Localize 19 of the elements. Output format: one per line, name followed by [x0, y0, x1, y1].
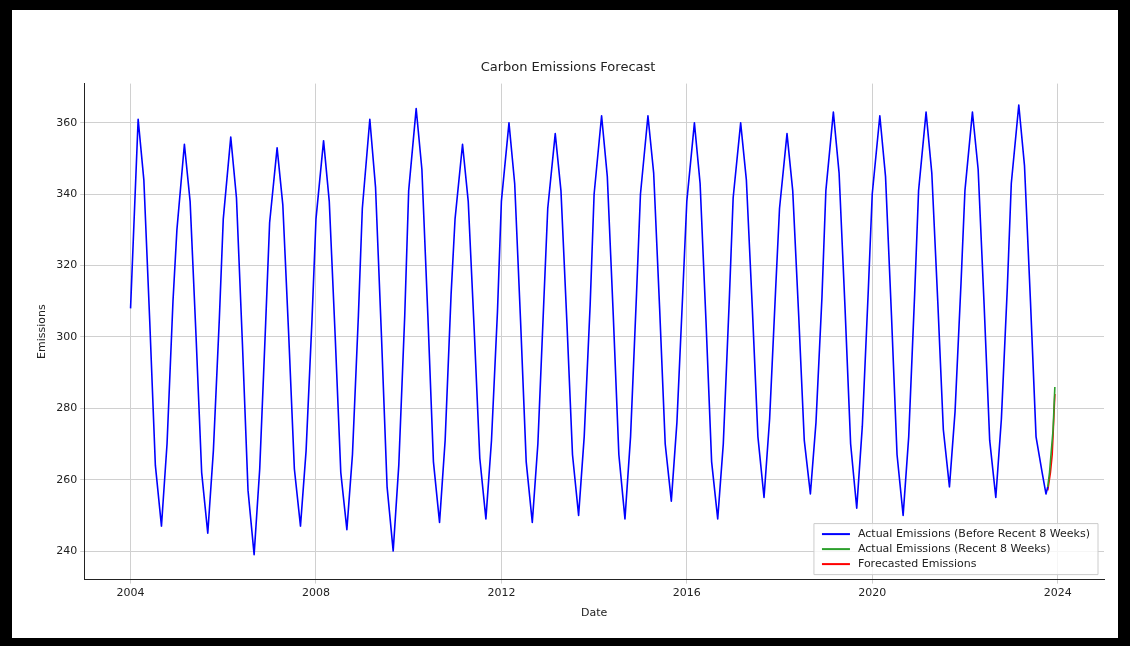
x-tick-label: 2004 [116, 586, 145, 600]
y-tick-label: 360 [56, 115, 78, 129]
x-tick-label: 2020 [858, 586, 887, 600]
y-tick-label: 340 [56, 187, 78, 201]
legend-label: Forecasted Emissions [857, 556, 977, 570]
y-tick-label: 260 [56, 472, 78, 486]
x-tick-label: 2016 [672, 586, 701, 600]
y-tick-label: 320 [56, 258, 78, 272]
y-axis-title: Emissions [35, 304, 49, 359]
x-tick-label: 2012 [487, 586, 516, 600]
x-tick-label: 2024 [1043, 586, 1072, 600]
y-tick-label: 240 [56, 543, 78, 557]
y-tick-label: 280 [56, 401, 78, 415]
chart-title: Carbon Emissions Forecast [480, 59, 656, 75]
legend-label: Actual Emissions (Recent 8 Weeks) [857, 541, 1051, 555]
legend-label: Actual Emissions (Before Recent 8 Weeks) [857, 526, 1091, 540]
x-tick-label: 2008 [301, 586, 330, 600]
x-axis-title: Date [580, 606, 608, 620]
y-tick-label: 300 [56, 329, 78, 343]
